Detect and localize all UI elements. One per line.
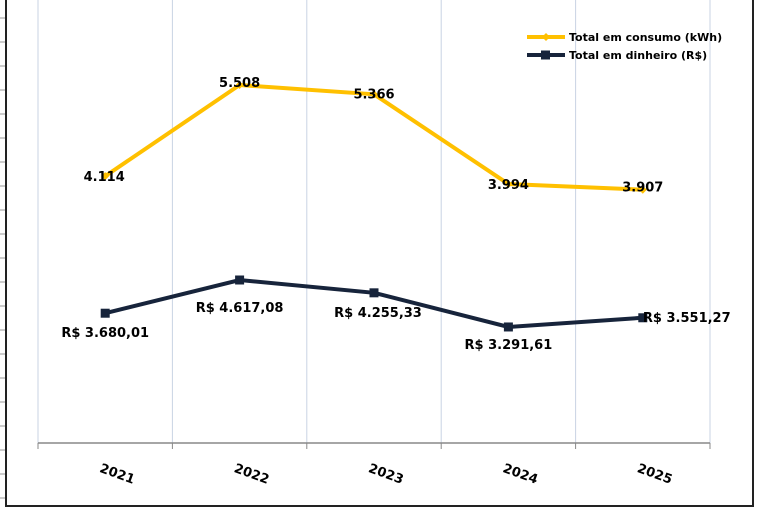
x-tick-label: 2023 <box>366 461 405 487</box>
data-point-marker <box>369 288 379 298</box>
data-point-marker <box>504 180 513 189</box>
legend-label: Total em consumo (kWh) <box>569 31 722 44</box>
data-label: 3.907 <box>622 181 663 196</box>
legend-label: Total em dinheiro (R$) <box>569 49 707 62</box>
data-point-marker <box>638 185 647 194</box>
data-label: R$ 3.680,01 <box>61 326 149 341</box>
legend-marker <box>542 33 550 41</box>
data-label: R$ 4.255,33 <box>334 306 422 321</box>
data-point-marker <box>235 81 244 89</box>
data-label: 5.508 <box>219 76 260 91</box>
data-label: 4.114 <box>84 170 125 185</box>
legend-marker <box>541 50 550 60</box>
data-point-marker <box>101 172 110 181</box>
x-tick-label: 2024 <box>501 461 540 487</box>
data-point-marker <box>100 308 110 318</box>
data-point-marker <box>503 322 513 332</box>
x-tick-label: 2025 <box>635 461 674 487</box>
data-point-marker <box>638 313 648 323</box>
x-tick-label: 2022 <box>232 461 271 487</box>
data-label: 3.994 <box>488 178 529 193</box>
data-label: R$ 3.291,61 <box>465 338 553 353</box>
data-label: R$ 4.617,08 <box>196 301 284 316</box>
data-point-marker <box>370 90 378 99</box>
data-label: R$ 3.551,27 <box>643 311 731 326</box>
data-label: 5.366 <box>353 87 394 102</box>
data-point-marker <box>235 275 245 285</box>
chart-border <box>5 0 754 507</box>
x-tick-label: 2021 <box>97 461 136 487</box>
